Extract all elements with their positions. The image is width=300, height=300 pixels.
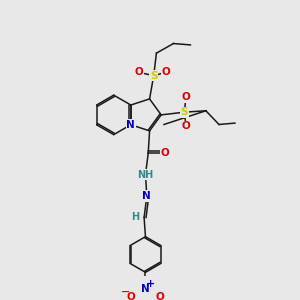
Text: N: N <box>141 284 150 294</box>
Text: O: O <box>162 67 170 77</box>
Text: S: S <box>150 70 158 81</box>
Text: N: N <box>142 191 151 201</box>
Text: O: O <box>155 292 164 300</box>
Text: O: O <box>182 92 190 102</box>
Text: S: S <box>181 107 188 117</box>
Text: O: O <box>134 67 143 77</box>
Text: H: H <box>131 212 139 223</box>
Text: O: O <box>160 148 169 158</box>
Text: O: O <box>182 122 190 131</box>
Text: NH: NH <box>137 170 154 180</box>
Text: −: − <box>121 286 130 296</box>
Text: +: + <box>146 279 155 289</box>
Text: O: O <box>127 292 136 300</box>
Text: N: N <box>126 120 135 130</box>
